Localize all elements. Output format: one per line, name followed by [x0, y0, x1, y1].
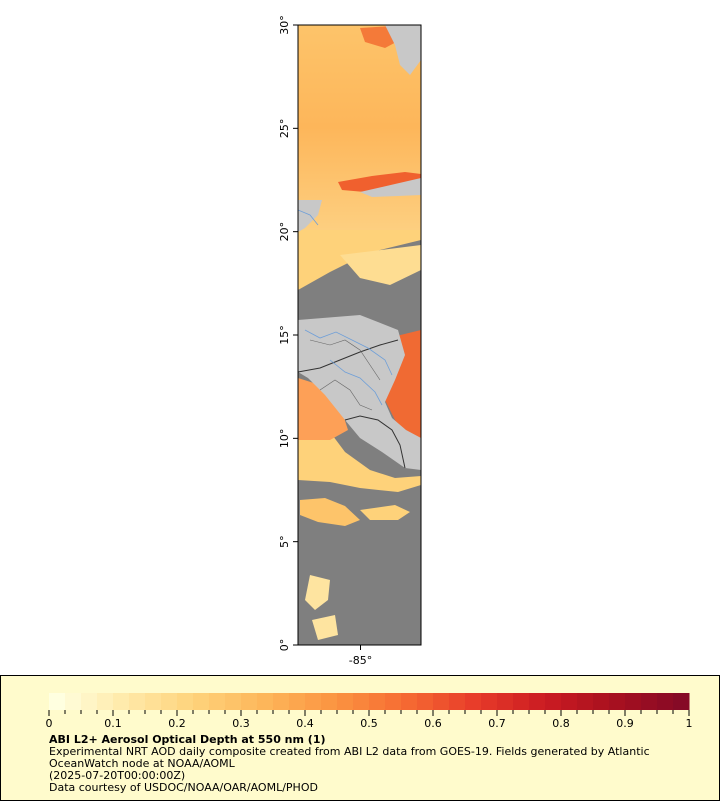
colorbar-swatch [161, 693, 178, 710]
aod-medium-pacific [298, 378, 348, 440]
lat-tick-label: 15° [278, 325, 291, 345]
lat-tick-label: 5° [278, 535, 291, 548]
aod-field-south [298, 432, 421, 492]
colorbar-swatch [49, 693, 66, 710]
colorbar-swatch [193, 693, 210, 710]
land-central-america [298, 315, 421, 470]
colorbar-swatch [225, 693, 242, 710]
lat-tick-label: 30° [278, 15, 291, 35]
lat-tick-label: 10° [278, 429, 291, 449]
rivers-2 [329, 359, 383, 406]
colorbar-swatch [513, 693, 530, 710]
colorbar-swatch [65, 693, 82, 710]
colorbar-swatch [593, 693, 610, 710]
admin-borders-2 [319, 379, 373, 411]
colorbar-swatch [465, 693, 482, 710]
colorbar-swatch [177, 693, 194, 710]
colorbar-swatch [561, 693, 578, 710]
map-title: ABI L2+ Aerosol Optical Depth at 550 nm … [49, 733, 326, 746]
description-line-2: OceanWatch node at NOAA/AOML [49, 757, 235, 770]
colorbar-swatch [529, 693, 546, 710]
aod-field-mid [298, 230, 421, 290]
longitude-axis: -85° [349, 645, 372, 667]
lat-tick-label: 20° [278, 222, 291, 242]
colorbar-swatch [289, 693, 306, 710]
colorbar-swatch [81, 693, 98, 710]
colorbar-swatch [337, 693, 354, 710]
aod-map-figure: 0° 5° 10° 15° 20° 25° 30° -85° [278, 15, 422, 667]
aod-patch-south-4 [312, 615, 338, 640]
colorbar-ticks: 0 0.1 0.2 0.3 0.4 0.5 0.6 0.7 0.8 0.9 1 [46, 710, 693, 730]
colorbar-tick-label: 0.9 [616, 717, 634, 730]
colorbar-tick-label: 0.2 [168, 717, 186, 730]
aod-patch-south-2 [360, 505, 410, 520]
legend-panel: 0 0.1 0.2 0.3 0.4 0.5 0.6 0.7 0.8 0.9 1 ABI L2+ Ae… [0, 675, 720, 801]
lat-tick-label: 0° [278, 639, 291, 652]
colorbar-swatch [97, 693, 114, 710]
country-borders [298, 339, 399, 373]
land-florida [385, 25, 421, 75]
admin-borders [309, 339, 381, 381]
colorbar-swatch [657, 693, 674, 710]
latitude-axis: 0° 5° 10° 15° 20° 25° 30° [278, 15, 298, 651]
aod-patch-south-1 [300, 498, 360, 526]
colorbar-swatch [257, 693, 274, 710]
colorbar-swatch [241, 693, 258, 710]
colorbar-tick-label: 0.8 [552, 717, 570, 730]
colorbar-swatch [449, 693, 466, 710]
lat-tick-label: 25° [278, 119, 291, 139]
colorbar-swatch [129, 693, 146, 710]
colorbar-swatch [577, 693, 594, 710]
description-line-1: Experimental NRT AOD daily composite cre… [49, 745, 650, 758]
colorbar-ramp [49, 693, 690, 710]
colorbar-swatch [401, 693, 418, 710]
lon-tick-label: -85° [349, 654, 372, 667]
colorbar-tick-label: 0 [46, 717, 53, 730]
colorbar-tick-label: 0.7 [488, 717, 506, 730]
colorbar-swatch [113, 693, 130, 710]
country-borders-2 [344, 415, 406, 469]
colorbar-swatch [641, 693, 658, 710]
colorbar-tick-label: 1 [686, 717, 693, 730]
colorbar-swatch [209, 693, 226, 710]
colorbar-swatch [273, 693, 290, 710]
colorbar-swatch [145, 693, 162, 710]
colorbar: 0 0.1 0.2 0.3 0.4 0.5 0.6 0.7 0.8 0.9 1 [46, 693, 693, 730]
aod-patch-mid-east [340, 245, 421, 285]
colorbar-tick-label: 0.3 [232, 717, 250, 730]
colorbar-swatch [673, 693, 690, 710]
map-svg: 0° 5° 10° 15° 20° 25° 30° -85° [278, 15, 422, 667]
colorbar-swatch [481, 693, 498, 710]
colorbar-swatch [305, 693, 322, 710]
colorbar-swatch [609, 693, 626, 710]
colorbar-swatch [369, 693, 386, 710]
description-line-3: (2025-07-20T00:00:00Z) [49, 769, 186, 782]
rivers [304, 329, 393, 376]
colorbar-swatch [321, 693, 338, 710]
colorbar-tick-label: 0.1 [104, 717, 122, 730]
colorbar-swatch [385, 693, 402, 710]
aod-patch-south-3 [305, 575, 330, 610]
colorbar-swatch [417, 693, 434, 710]
land-cuba [360, 178, 421, 197]
description-line-4: Data courtesy of USDOC/NOAA/OAR/AOML/PHO… [49, 781, 318, 794]
colorbar-tick-label: 0.6 [424, 717, 442, 730]
colorbar-swatch [433, 693, 450, 710]
colorbar-tick-label: 0.4 [296, 717, 314, 730]
colorbar-swatch [625, 693, 642, 710]
rivers-3 [298, 209, 319, 226]
colorbar-tick-label: 0.5 [360, 717, 378, 730]
colorbar-swatch [545, 693, 562, 710]
colorbar-swatch [353, 693, 370, 710]
land-yucatan [298, 200, 322, 232]
colorbar-swatch [497, 693, 514, 710]
